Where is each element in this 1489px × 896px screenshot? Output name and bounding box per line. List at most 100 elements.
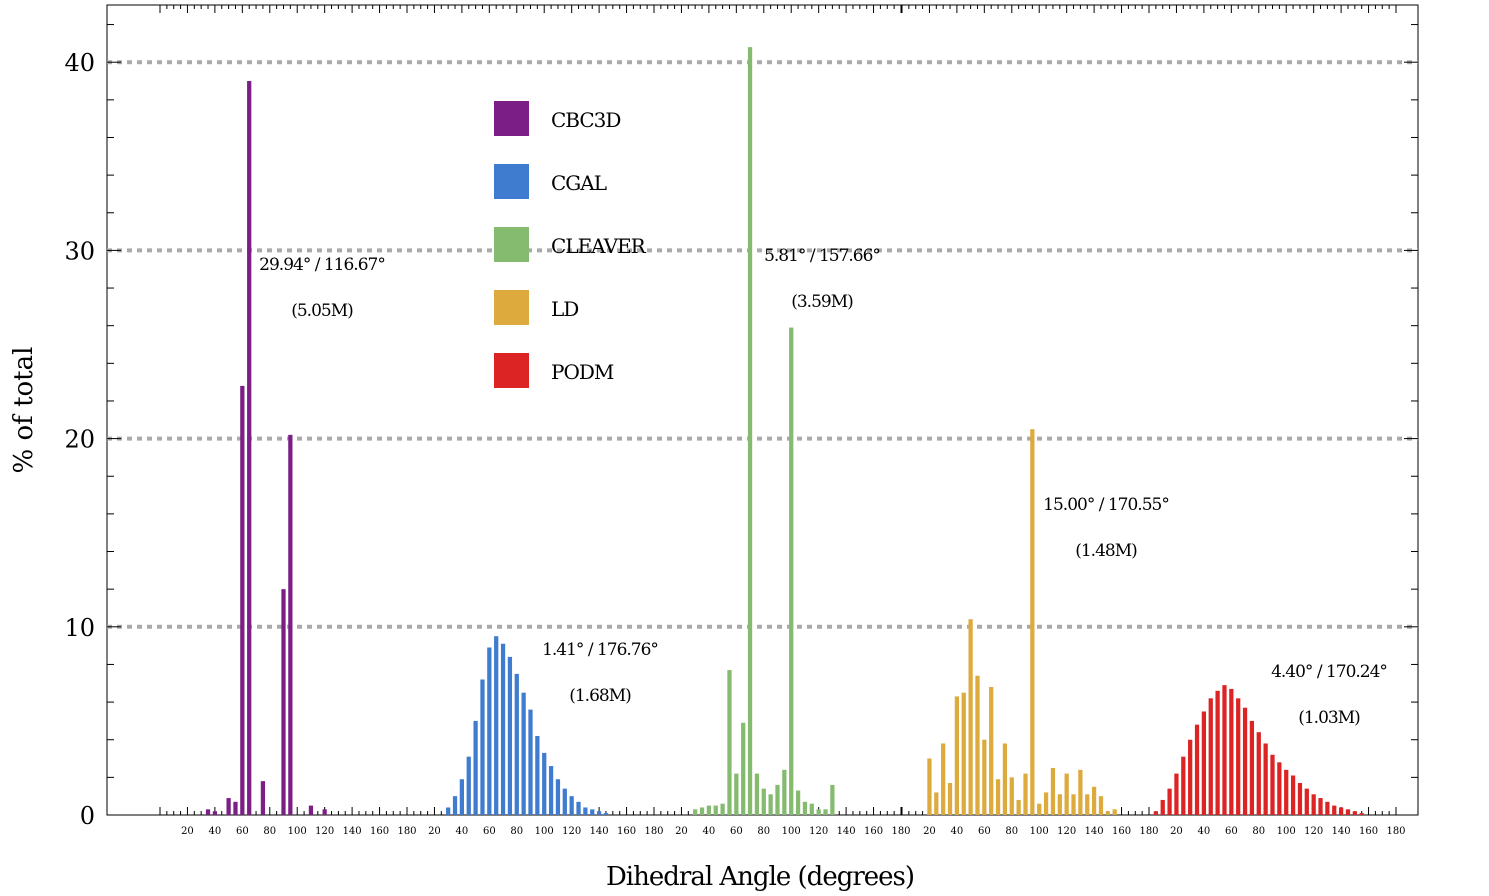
x-tick-label: 180 — [891, 826, 910, 837]
y-tick-label-30: 30 — [64, 237, 95, 265]
bar-cleaver — [713, 805, 718, 815]
bar-cbc3d — [322, 809, 327, 815]
annotation-count-podm: (1.03M) — [1298, 708, 1360, 728]
x-tick-label: 100 — [535, 826, 554, 837]
annotation-count-cgal: (1.68M) — [569, 686, 631, 706]
bar-cgal — [452, 796, 458, 815]
bar-ld — [1023, 773, 1028, 815]
bar-ld — [975, 675, 980, 815]
legend-label-cleaver: CLEAVER — [551, 234, 647, 258]
bar-podm — [1304, 788, 1309, 815]
bar-cbc3d — [308, 805, 314, 815]
bar-ld — [1064, 773, 1069, 815]
x-tick-label: 120 — [562, 826, 581, 837]
bar-cleaver — [816, 809, 821, 815]
x-tick-label: 180 — [1139, 826, 1158, 837]
bar-cleaver — [693, 809, 698, 815]
x-tick-label: 160 — [370, 826, 389, 837]
bar-podm — [1345, 809, 1351, 815]
bar-podm — [1167, 788, 1172, 815]
bar-ld — [1050, 767, 1056, 815]
x-tick-label: 140 — [590, 826, 609, 837]
bar-ld — [961, 692, 966, 815]
annotation-count-cbc3d: (5.05M) — [291, 301, 353, 321]
annotation-range-ld: 15.00° / 170.55° — [1043, 495, 1169, 515]
bar-cgal — [542, 752, 547, 815]
legend-swatch-podm — [494, 353, 529, 388]
tick-marks: 0 10 20 30 40 20 40 60 80 100 120 140 160 180 20 40 60 80… — [64, 5, 1418, 837]
bar-ld — [1043, 792, 1049, 815]
x-tick-label: 40 — [1198, 826, 1211, 837]
bar-cgal — [487, 647, 492, 815]
bar-podm — [1208, 698, 1213, 815]
legend-swatch-cleaver — [494, 227, 529, 262]
bar-ld — [989, 687, 994, 815]
bar-cbc3d — [281, 589, 286, 815]
bar-ld — [1098, 796, 1104, 815]
bar-cgal — [569, 796, 574, 815]
annotation-range-cbc3d: 29.94° / 116.67° — [259, 255, 385, 275]
bar-podm — [1318, 798, 1323, 815]
bar-podm — [1277, 762, 1282, 815]
bar-cleaver — [734, 773, 739, 815]
bar-ld — [1105, 811, 1110, 815]
bar-podm — [1311, 794, 1316, 815]
bar-cgal — [473, 720, 478, 815]
x-tick-label: 20 — [181, 826, 194, 837]
bar-ld — [1057, 794, 1062, 815]
x-tick-label: 40 — [703, 826, 716, 837]
bar-cleaver — [789, 327, 794, 815]
bar-cgal — [500, 643, 506, 815]
bar-ld — [1071, 794, 1076, 815]
bar-ld — [982, 739, 987, 815]
bar-podm — [1160, 799, 1165, 815]
annotations: 29.94° / 116.67° (5.05M) 1.41° / 176.76° (1… — [259, 246, 1388, 728]
bar-ld — [954, 696, 960, 815]
bar-podm — [1174, 773, 1179, 815]
bar-cleaver — [809, 803, 814, 815]
x-tick-label: 80 — [1005, 826, 1018, 837]
bar-ld — [941, 743, 946, 815]
x-tick-label: 60 — [978, 826, 991, 837]
bar-cbc3d — [240, 385, 245, 815]
bar-podm — [1263, 743, 1268, 815]
bar-cleaver — [795, 790, 801, 815]
x-tick-label: 120 — [809, 826, 828, 837]
legend-label-podm: PODM — [551, 360, 614, 384]
bar-cleaver — [761, 788, 766, 815]
x-tick-label: 80 — [757, 826, 770, 837]
x-tick-label: 100 — [1030, 826, 1049, 837]
x-tick-label: 120 — [1304, 826, 1323, 837]
bar-ld — [995, 779, 1001, 815]
bar-podm — [1229, 688, 1234, 815]
bar-podm — [1215, 690, 1220, 815]
bar-podm — [1236, 698, 1241, 815]
x-tick-label: 140 — [837, 826, 856, 837]
x-tick-label: 20 — [923, 826, 936, 837]
x-tick-label: 160 — [1359, 826, 1378, 837]
bar-podm — [1188, 739, 1193, 815]
legend-label-cbc3d: CBC3D — [551, 108, 620, 132]
bar-ld — [1091, 786, 1097, 815]
x-tick-label: 40 — [456, 826, 469, 837]
x-tick-label: 120 — [1057, 826, 1076, 837]
x-tick-label: 80 — [263, 826, 276, 837]
bar-cleaver — [823, 809, 828, 815]
bar-cgal — [466, 756, 471, 815]
bar-ld — [927, 758, 932, 815]
x-tick-label: 100 — [782, 826, 801, 837]
bar-ld — [947, 783, 953, 815]
bar-ld — [1016, 799, 1021, 815]
bar-cgal — [555, 779, 561, 815]
bar-cleaver — [727, 670, 732, 815]
y-axis-label: % of total — [9, 347, 39, 474]
x-tick-label: 140 — [1332, 826, 1351, 837]
bar-cgal — [494, 636, 499, 815]
bar-ld — [1037, 803, 1042, 815]
x-axis-label: Dihedral Angle (degrees) — [606, 862, 914, 892]
x-tick-label: 20 — [675, 826, 688, 837]
bar-cleaver — [754, 773, 760, 815]
plot-frame — [106, 4, 1419, 816]
bar-cleaver — [747, 47, 753, 815]
